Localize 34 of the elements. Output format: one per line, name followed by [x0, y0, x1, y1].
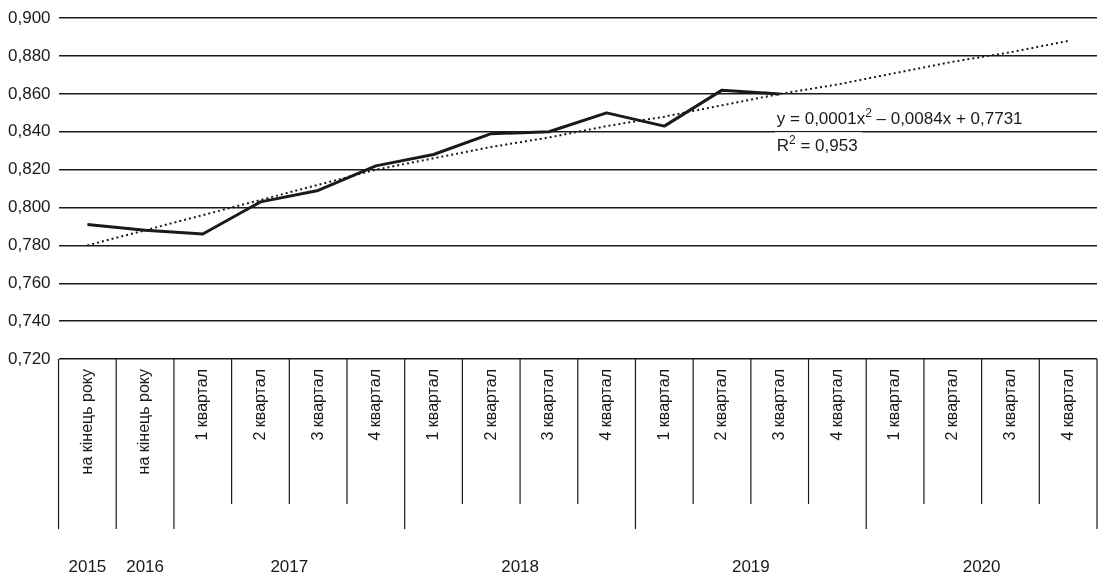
x-tick-label: 3 квартал	[539, 369, 557, 441]
x-tick-label: 1 квартал	[193, 369, 211, 441]
y-tick-label: 0,760	[7, 272, 51, 292]
x-tick-label: на кінець року	[135, 369, 153, 475]
x-tick-label: 1 квартал	[423, 369, 441, 441]
text: 2017	[270, 557, 309, 576]
text: 2018	[501, 557, 539, 576]
x-tick-label: 2 квартал	[943, 369, 961, 441]
y-tick-label: 0,780	[7, 235, 51, 255]
y-tick-label: 0,880	[7, 45, 51, 65]
y-tick-label: 0,800	[7, 197, 51, 217]
y-tick-label: 0,900	[7, 7, 51, 27]
x-tick-label: 1 квартал	[654, 369, 672, 441]
x-tick-label: 4 квартал	[1058, 369, 1076, 441]
text: 2016	[126, 557, 164, 576]
x-tick-label: 3 квартал	[308, 369, 326, 441]
y-tick-label: 0,820	[7, 159, 51, 179]
x-tick-label: 4 квартал	[597, 369, 615, 441]
x-tick-label: 3 квартал	[770, 369, 788, 441]
y-tick-label: 0,860	[7, 83, 51, 103]
x-tick-label: 2 квартал	[250, 369, 268, 441]
text: 2019	[731, 557, 770, 576]
x-tick-label: 4 квартал	[366, 369, 384, 441]
y-tick-label: 0,720	[7, 348, 51, 368]
x-tick-label: 3 квартал	[1000, 369, 1018, 441]
x-tick-label: 1 квартал	[885, 369, 903, 441]
text: 2015	[68, 557, 107, 576]
x-tick-label: 2 квартал	[481, 369, 499, 441]
x-tick-label: на кінець року	[77, 369, 95, 475]
y-tick-label: 0,740	[7, 310, 51, 330]
x-tick-label: 2 квартал	[712, 369, 730, 441]
x-tick-label: 4 квартал	[827, 369, 845, 441]
y-tick-label: 0,840	[7, 121, 51, 141]
text: 2020	[962, 557, 1001, 576]
